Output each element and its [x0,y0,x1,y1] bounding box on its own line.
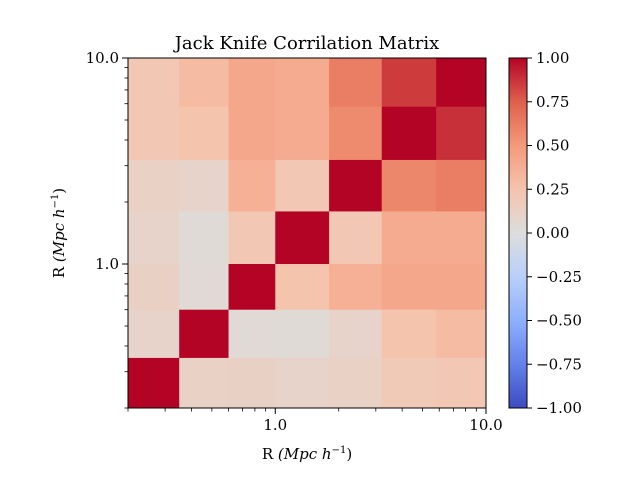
x-tick-label: 1.0 [263,416,287,434]
colorbar-tick-label: −0.25 [536,268,582,286]
y-axis-ticks: 1.0 10.0 [86,49,128,409]
heatmap-cell [128,309,180,359]
heatmap-cell [228,211,276,265]
heatmap-cell [228,159,276,212]
chart-title: Jack Knife Corrilation Matrix [173,33,440,54]
heatmap-cell [179,159,230,212]
heatmap-cell [381,309,437,359]
colorbar-tick-label: 0.25 [536,180,569,198]
heatmap-cell [275,309,330,359]
heatmap-cell [228,264,276,311]
colorbar-tick-label: −1.00 [536,399,582,417]
heatmap-cell [275,264,330,311]
y-axis-label: R (Mpc h−1) [50,188,68,278]
heatmap-cell [275,159,330,212]
y-axis-label-unit: (Mpc h [50,208,68,262]
heatmap-cell [179,357,230,409]
heatmap-cell [228,58,276,108]
colorbar-tick-label: 1.00 [536,49,569,67]
heatmap-cell [436,211,487,265]
heatmap-cell [381,106,437,161]
heatmap-cell [128,106,180,161]
x-axis-label-unit: (Mpc h [278,445,332,463]
y-tick-label: 10.0 [86,49,119,67]
heatmap-cell [128,264,180,311]
colorbar-tick-label: −0.75 [536,355,582,373]
heatmap-cell [381,357,437,409]
y-axis-label-exp: −1 [50,194,61,209]
x-axis-ticks: 1.0 10.0 [127,408,503,434]
heatmap-cell [436,309,487,359]
heatmap-cell [128,58,180,108]
heatmap-cell [179,211,230,265]
heatmap-cell [381,211,437,265]
heatmap-cell [436,106,487,161]
colorbar-tick-label: 0.00 [536,224,569,242]
heatmap-cell [329,159,383,212]
heatmap-cell [329,58,383,108]
heatmap-cell [228,309,276,359]
heatmap-cell [179,264,230,311]
colorbar-tick-label: 0.75 [536,93,569,111]
heatmap-cell [275,58,330,108]
heatmap-cell [128,211,180,265]
heatmap-cell [128,159,180,212]
plot-frame [127,57,487,409]
heatmap-cell [329,264,383,311]
heatmap-cell [329,357,383,409]
heatmap-cell [381,159,437,212]
y-axis-label-close: ) [50,188,68,194]
heatmap-cell [329,211,383,265]
heatmap-cell [179,58,230,108]
x-tick-label: 10.0 [469,416,502,434]
y-tick-label: 1.0 [95,255,119,273]
x-axis-label-close: ) [346,445,352,463]
heatmap-cell [228,106,276,161]
heatmap-cell [381,58,437,108]
heatmap-cell [381,264,437,311]
heatmap-cell [275,211,330,265]
heatmap-cell [275,357,330,409]
x-axis-label-exp: −1 [332,445,347,456]
y-axis-label-prefix: R [50,266,68,278]
heatmap-cell [128,357,180,409]
colorbar-tick-label: −0.50 [536,312,582,330]
colorbar-ticks: 1.00 0.75 0.50 0.25 0.00 −0.25 −0.50 −0.75 −1.00 [527,49,582,417]
heatmap-cell [179,309,230,359]
heatmap-cell [179,106,230,161]
colorbar [508,57,528,409]
heatmap-cell [275,106,330,161]
heatmap-cell [329,106,383,161]
heatmap-cell [436,159,487,212]
heatmap-cell [228,357,276,409]
heatmap-cell [329,309,383,359]
colorbar-tick-label: 0.50 [536,137,569,155]
heatmap-cell [436,357,487,409]
heatmap-cell [436,264,487,311]
heatmap-cell [436,58,487,108]
x-axis-label: R (Mpc h−1) [262,445,352,463]
heatmap-cells [128,58,487,409]
x-axis-label-prefix: R [262,445,274,463]
